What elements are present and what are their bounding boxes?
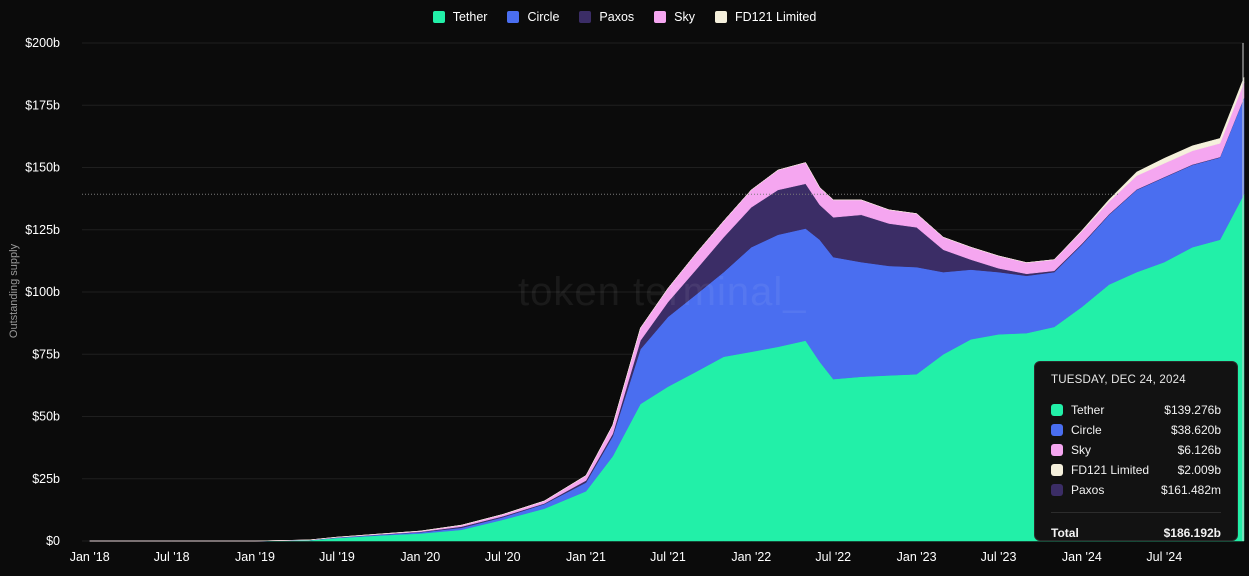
tooltip-date: TUESDAY, DEC 24, 2024 <box>1051 374 1186 386</box>
y-tick-label: $150b <box>25 161 60 175</box>
legend-label: Sky <box>674 10 695 24</box>
x-tick-label: Jan '19 <box>235 550 275 564</box>
x-tick-label: Jul '20 <box>485 550 521 564</box>
tooltip-series-value: $6.126b <box>1177 443 1221 457</box>
legend-swatch <box>432 11 445 23</box>
tooltip-divider <box>1051 512 1221 513</box>
tooltip-row-circle: Circle $38.620b <box>1051 420 1221 440</box>
y-tick-label: $200b <box>25 36 60 50</box>
legend-label: Circle <box>527 10 560 24</box>
chart-legend: Tether Circle Paxos Sky FD121 Limited <box>0 10 1249 24</box>
x-tick-label: Jan '20 <box>400 550 440 564</box>
tooltip-series-value: $2.009b <box>1177 463 1221 477</box>
tooltip-series-value: $139.276b <box>1164 403 1221 417</box>
y-tick-label: $100b <box>25 285 60 299</box>
legend-item-paxos[interactable]: Paxos <box>579 10 634 24</box>
tooltip-row-sky: Sky $6.126b <box>1051 440 1221 460</box>
legend-label: Tether <box>452 10 488 24</box>
watermark: token terminal_ <box>518 270 807 314</box>
tooltip-series-name: Circle <box>1071 423 1102 437</box>
legend-swatch <box>507 11 520 23</box>
legend-item-tether[interactable]: Tether <box>432 10 488 24</box>
tooltip-row-fd121-limited: FD121 Limited $2.009b <box>1051 460 1221 480</box>
x-tick-label: Jul '21 <box>650 550 686 564</box>
x-tick-label: Jul '19 <box>319 550 355 564</box>
tooltip-row-tether: Tether $139.276b <box>1051 400 1221 420</box>
y-tick-label: $125b <box>25 223 60 237</box>
x-tick-label: Jan '18 <box>70 550 110 564</box>
x-tick-label: Jul '23 <box>981 550 1017 564</box>
tooltip-series-name: FD121 Limited <box>1071 463 1150 477</box>
x-tick-label: Jul '18 <box>154 550 190 564</box>
x-tick-label: Jan '24 <box>1062 550 1102 564</box>
y-tick-label: $175b <box>25 98 60 112</box>
x-tick-label: Jul '24 <box>1146 550 1182 564</box>
x-tick-label: Jan '23 <box>897 550 937 564</box>
legend-swatch <box>715 11 727 23</box>
tooltip-swatch <box>1051 404 1063 416</box>
tooltip-total-value: $186.192b <box>1163 526 1221 540</box>
tooltip-row-paxos: Paxos $161.482m <box>1051 480 1221 500</box>
tooltip-swatch <box>1051 484 1063 496</box>
series-area-fd121-limited <box>89 77 1245 542</box>
y-tick-label: $50b <box>32 410 60 424</box>
tooltip-rows: Tether $139.276b Circle $38.620b Sky $6.126b F… <box>1051 400 1221 500</box>
tooltip-series-name: Sky <box>1071 443 1092 457</box>
y-tick-label: $25b <box>32 472 60 486</box>
tooltip-series-name: Tether <box>1071 403 1105 417</box>
legend-item-fd121-limited[interactable]: FD121 Limited <box>715 10 816 24</box>
legend-item-sky[interactable]: Sky <box>654 10 695 24</box>
tooltip-series-name: Paxos <box>1071 483 1105 497</box>
hover-tooltip: TUESDAY, DEC 24, 2024 Tether $139.276b Cir… <box>1034 361 1238 541</box>
x-tick-label: Jan '21 <box>566 550 606 564</box>
legend-label: FD121 Limited <box>735 10 817 24</box>
x-tick-label: Jan '22 <box>731 550 771 564</box>
tooltip-series-value: $38.620b <box>1170 423 1221 437</box>
tooltip-swatch <box>1051 464 1063 476</box>
tooltip-series-value: $161.482m <box>1160 483 1221 497</box>
tooltip-total-row: Total $186.192b <box>1051 523 1221 543</box>
legend-label: Paxos <box>599 10 635 24</box>
y-tick-label: $75b <box>32 347 60 361</box>
y-tick-label: $0 <box>46 534 60 548</box>
legend-swatch <box>579 11 592 23</box>
tooltip-swatch <box>1051 444 1063 456</box>
x-tick-label: Jul '22 <box>815 550 851 564</box>
tooltip-total-label: Total <box>1051 526 1079 540</box>
legend-swatch <box>654 11 667 23</box>
legend-item-circle[interactable]: Circle <box>507 10 559 24</box>
tooltip-swatch <box>1051 424 1063 436</box>
